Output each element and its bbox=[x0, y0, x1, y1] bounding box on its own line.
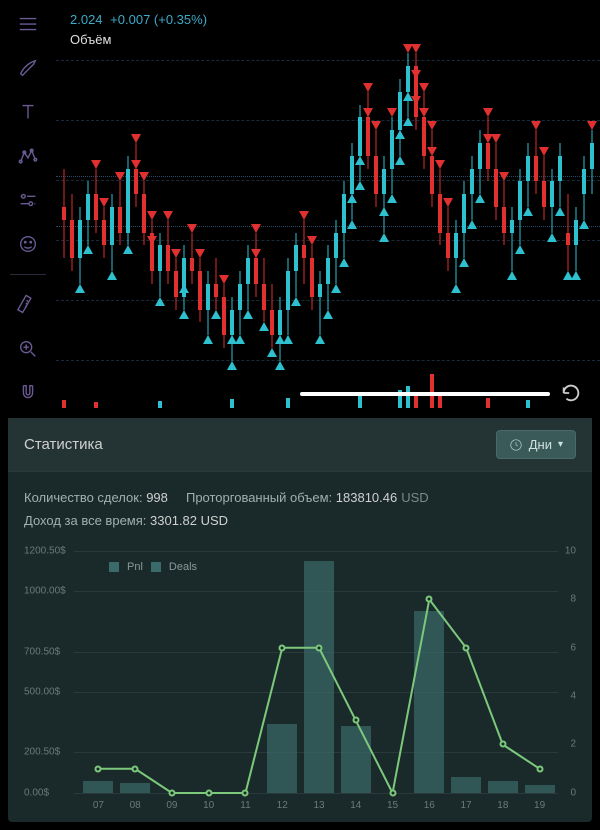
emoji-tool-icon[interactable] bbox=[12, 228, 44, 260]
statistics-panel: Статистика Дни ▾ Количество сделок: 998 … bbox=[8, 418, 592, 822]
lines-tool-icon[interactable] bbox=[12, 8, 44, 40]
refresh-icon[interactable] bbox=[560, 382, 582, 404]
stats-body: Количество сделок: 998 Проторгованный об… bbox=[8, 472, 592, 825]
stats-title: Статистика bbox=[24, 436, 103, 453]
price-chart-panel: 2.024 +0.007 (+0.35%) Объём bbox=[0, 0, 600, 410]
stats-row-income: Доход за все время: 3301.82 USD bbox=[24, 509, 576, 532]
brush-tool-icon[interactable] bbox=[12, 52, 44, 84]
time-scrubber[interactable] bbox=[300, 392, 550, 396]
income-value: 3301.82 USD bbox=[150, 513, 228, 528]
pattern-tool-icon[interactable] bbox=[12, 140, 44, 172]
days-btn-label: Дни bbox=[529, 437, 552, 452]
magnet-tool-icon[interactable] bbox=[12, 377, 44, 409]
volume-traded-value: 183810.46 bbox=[336, 490, 397, 505]
drawing-toolbar bbox=[0, 0, 56, 410]
volume-traded-label: Проторгованный объем bbox=[186, 490, 329, 505]
income-label: Доход за все время bbox=[24, 513, 143, 528]
days-dropdown[interactable]: Дни ▾ bbox=[496, 430, 576, 459]
toolbar-separator bbox=[10, 274, 46, 275]
text-tool-icon[interactable] bbox=[12, 96, 44, 128]
trades-value: 998 bbox=[146, 490, 168, 505]
volume-currency: USD bbox=[401, 490, 428, 505]
stats-row-trades: Количество сделок: 998 Проторгованный об… bbox=[24, 486, 576, 509]
ruler-tool-icon[interactable] bbox=[12, 289, 44, 321]
candlestick-chart[interactable] bbox=[56, 0, 600, 410]
pnl-deals-chart[interactable]: 0.00$200.50$500.00$700.50$1000.00$1200.5… bbox=[24, 541, 576, 811]
trades-label: Количество сделок bbox=[24, 490, 139, 505]
stats-header: Статистика Дни ▾ bbox=[8, 418, 592, 472]
settings-tool-icon[interactable] bbox=[12, 184, 44, 216]
chevron-down-icon: ▾ bbox=[558, 439, 563, 450]
zoom-tool-icon[interactable] bbox=[12, 333, 44, 365]
clock-icon bbox=[509, 438, 523, 452]
